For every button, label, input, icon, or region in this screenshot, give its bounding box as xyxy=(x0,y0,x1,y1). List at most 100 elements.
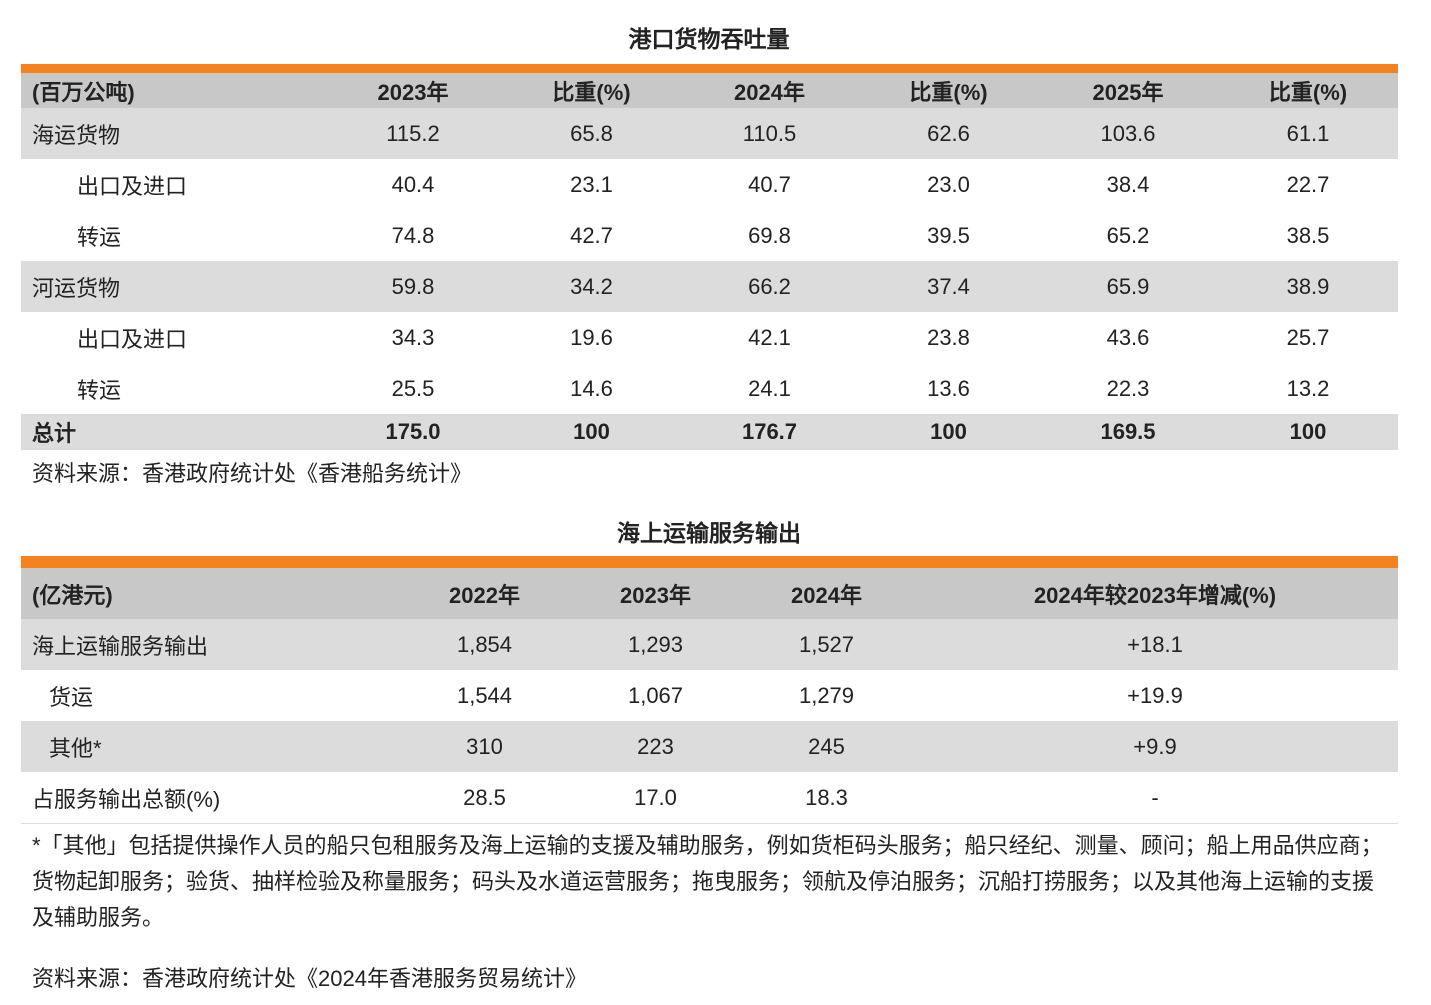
cell: 13.6 xyxy=(927,375,970,401)
cell: 74.8 xyxy=(391,222,435,248)
header-2022: 2022年 xyxy=(399,562,570,619)
cell: 1,854 xyxy=(399,619,570,670)
cell: 59.8 xyxy=(323,261,503,312)
row-label: 占服务输出总额(%) xyxy=(21,772,399,824)
table-title-port-cargo: 港口货物吞吐量 xyxy=(628,26,790,52)
row-label: 转运 xyxy=(77,224,122,250)
row-label: 货运 xyxy=(49,684,94,710)
cell: 43.6 xyxy=(1106,324,1150,350)
cell: 103.6 xyxy=(1038,108,1218,159)
cell: 245 xyxy=(741,721,912,772)
cell: 34.3 xyxy=(391,324,435,350)
cell: 22.7 xyxy=(1286,171,1330,197)
cell: 115.2 xyxy=(323,108,503,159)
cell: 38.4 xyxy=(1106,171,1150,197)
cell: 34.2 xyxy=(503,261,680,312)
row-label: 出口及进口 xyxy=(77,326,188,352)
table-row: 转运 25.5 14.6 24.1 13.6 22.3 13.2 xyxy=(21,363,1398,414)
cell: 38.9 xyxy=(1218,261,1398,312)
cell: 65.2 xyxy=(1106,222,1150,248)
cell: 1,544 xyxy=(456,682,513,708)
cell: - xyxy=(912,772,1398,824)
cell: 17.0 xyxy=(570,772,741,824)
row-label: 出口及进口 xyxy=(77,173,188,199)
row-label: 转运 xyxy=(77,377,122,403)
cell: 22.3 xyxy=(1106,375,1150,401)
cell: 169.5 xyxy=(1038,414,1218,450)
cell: 66.2 xyxy=(680,261,859,312)
cell: 28.5 xyxy=(399,772,570,824)
cell: 37.4 xyxy=(859,261,1038,312)
table-row: 出口及进口 34.3 19.6 42.1 23.8 43.6 25.7 xyxy=(21,312,1398,363)
table-header-row: (百万公吨) 2023年 比重(%) 2024年 比重(%) 2025年 比重(… xyxy=(21,68,1398,108)
cell: 110.5 xyxy=(680,108,859,159)
cell: 39.5 xyxy=(927,222,970,248)
header-2024: 2024年 xyxy=(680,68,859,108)
source-note: 资料来源：香港政府统计处《香港船务统计》 xyxy=(32,461,473,486)
cell: 1,067 xyxy=(627,682,684,708)
maritime-services-table: (亿港元) 2022年 2023年 2024年 2024年较2023年增减(%)… xyxy=(21,556,1398,824)
header-2023: 2023年 xyxy=(570,562,741,619)
header-unit: (亿港元) xyxy=(21,562,399,619)
table-row: 海运货物 115.2 65.8 110.5 62.6 103.6 61.1 xyxy=(21,108,1398,159)
cell: 1,293 xyxy=(570,619,741,670)
cell: 310 xyxy=(399,721,570,772)
cell: 40.4 xyxy=(391,171,435,197)
cell: 176.7 xyxy=(680,414,859,450)
cell: 69.8 xyxy=(748,222,791,248)
cell: 19.6 xyxy=(570,324,613,350)
cell: 65.9 xyxy=(1038,261,1218,312)
cell: 1,527 xyxy=(741,619,912,670)
port-cargo-table: (百万公吨) 2023年 比重(%) 2024年 比重(%) 2025年 比重(… xyxy=(21,64,1398,450)
cell: 65.8 xyxy=(503,108,680,159)
cell: 42.7 xyxy=(570,222,613,248)
cell: 14.6 xyxy=(570,375,613,401)
cell: +19.9 xyxy=(1127,682,1183,708)
cell: 38.5 xyxy=(1286,222,1330,248)
table-row: 其他* 310 223 245 +9.9 xyxy=(21,721,1398,772)
header-2025: 2025年 xyxy=(1038,68,1218,108)
cell: 223 xyxy=(570,721,741,772)
header-share: 比重(%) xyxy=(503,68,680,108)
cell: 23.1 xyxy=(570,171,613,197)
header-2024: 2024年 xyxy=(741,562,912,619)
table-row: 河运货物 59.8 34.2 66.2 37.4 65.9 38.9 xyxy=(21,261,1398,312)
cell: 23.8 xyxy=(927,324,970,350)
cell: 24.1 xyxy=(748,375,791,401)
table-row: 占服务输出总额(%) 28.5 17.0 18.3 - xyxy=(21,772,1398,824)
table-title-maritime-services: 海上运输服务输出 xyxy=(617,520,801,546)
cell: 13.2 xyxy=(1286,375,1330,401)
row-label: 其他* xyxy=(21,721,399,772)
header-change: 2024年较2023年增减(%) xyxy=(912,562,1398,619)
cell: 1,279 xyxy=(798,682,855,708)
cell: 62.6 xyxy=(859,108,1038,159)
header-share: 比重(%) xyxy=(859,68,1038,108)
cell: +9.9 xyxy=(912,721,1398,772)
cell: 100 xyxy=(1218,414,1398,450)
row-label: 海上运输服务输出 xyxy=(21,619,399,670)
source-note: 资料来源：香港政府统计处《2024年香港服务贸易统计》 xyxy=(32,966,587,991)
cell: 100 xyxy=(503,414,680,450)
cell: 61.1 xyxy=(1218,108,1398,159)
cell: 100 xyxy=(859,414,1038,450)
cell: 175.0 xyxy=(323,414,503,450)
table-row: 转运 74.8 42.7 69.8 39.5 65.2 38.5 xyxy=(21,210,1398,261)
table-header-row: (亿港元) 2022年 2023年 2024年 2024年较2023年增减(%) xyxy=(21,562,1398,619)
header-share: 比重(%) xyxy=(1218,68,1398,108)
table-row: 海上运输服务输出 1,854 1,293 1,527 +18.1 xyxy=(21,619,1398,670)
cell: 42.1 xyxy=(748,324,791,350)
row-label: 海运货物 xyxy=(21,108,323,159)
table-total-row: 总计 175.0 100 176.7 100 169.5 100 xyxy=(21,414,1398,450)
header-2023: 2023年 xyxy=(323,68,503,108)
row-label: 总计 xyxy=(21,414,323,450)
cell: 18.3 xyxy=(741,772,912,824)
table-row: 出口及进口 40.4 23.1 40.7 23.0 38.4 22.7 xyxy=(21,159,1398,210)
cell: 25.5 xyxy=(391,375,435,401)
cell: 40.7 xyxy=(748,171,791,197)
cell: +18.1 xyxy=(912,619,1398,670)
row-label: 河运货物 xyxy=(21,261,323,312)
cell: 25.7 xyxy=(1286,324,1330,350)
header-unit: (百万公吨) xyxy=(21,68,323,108)
table-row: 货运 1,544 1,067 1,279 +19.9 xyxy=(21,670,1398,721)
